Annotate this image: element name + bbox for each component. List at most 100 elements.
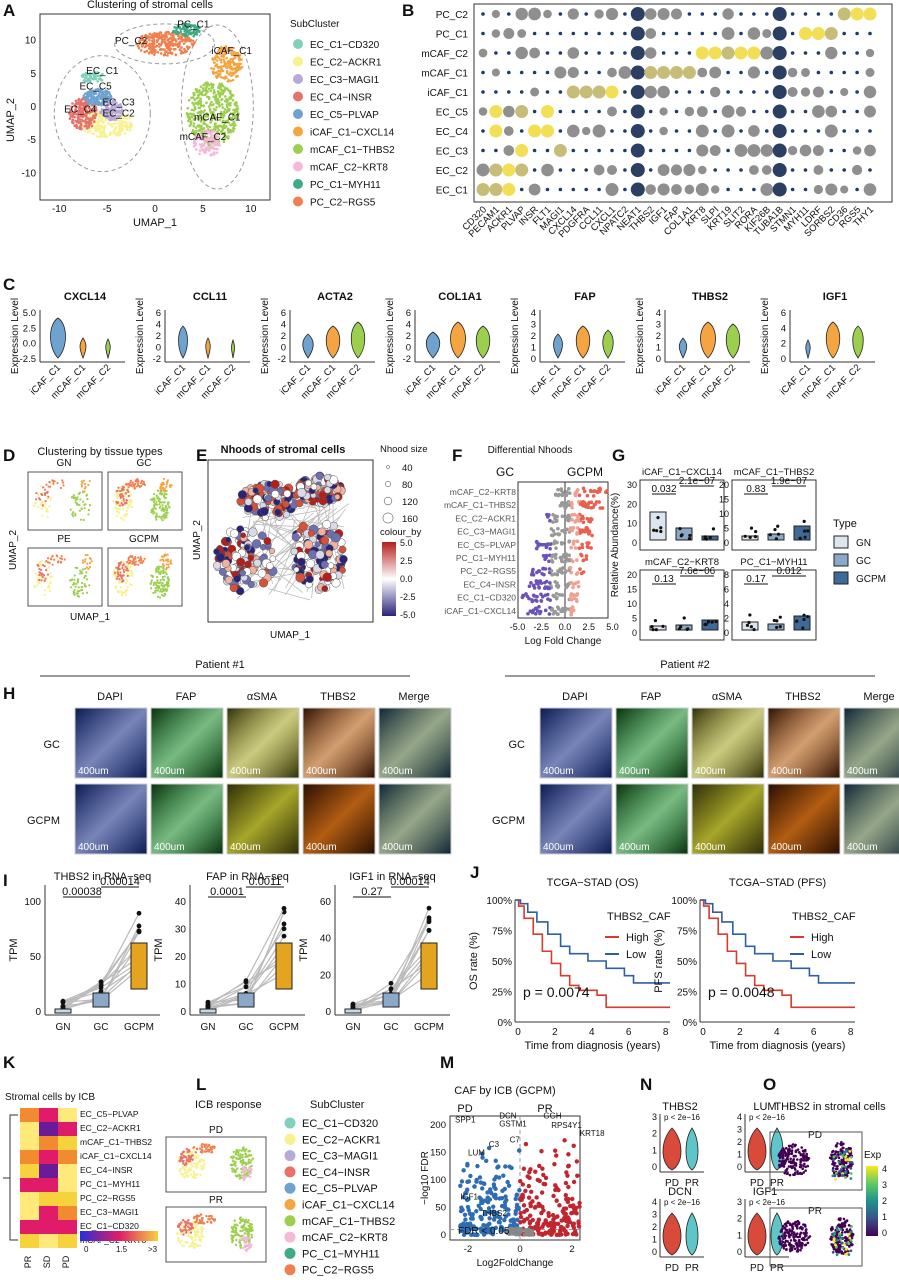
cell-point: [166, 585, 169, 588]
group-label: GC: [384, 1022, 399, 1033]
cell-point: [116, 492, 119, 495]
cell-point: [59, 557, 62, 560]
cell-point: [134, 563, 137, 566]
channel-title: αSMA: [712, 691, 743, 703]
axis-tick: 5: [200, 204, 206, 215]
nhood-point: [581, 486, 586, 491]
axis-label: Expression Level: [510, 298, 521, 374]
cell-point: [183, 29, 186, 33]
nhood-point: [568, 608, 573, 612]
cell-point: [180, 35, 183, 39]
cell-point: [76, 496, 79, 499]
dot: [610, 51, 614, 55]
cell-point: [162, 513, 166, 516]
cell-point: [209, 103, 213, 107]
nhood-point: [244, 498, 253, 506]
axis-label: OS rate (%): [468, 932, 480, 990]
cell-point: [124, 565, 127, 568]
cell-point: [197, 1154, 200, 1157]
cell-point: [179, 1155, 183, 1159]
panel-letter-b: B: [402, 1, 414, 20]
cell-point: [171, 30, 175, 34]
cell-point: [125, 579, 128, 582]
nhood-point: [537, 569, 542, 573]
channel-title: DAPI: [562, 691, 588, 703]
cell-point: [229, 65, 233, 68]
cell-point: [96, 112, 100, 116]
axis-label: PFS rate (%): [653, 929, 665, 993]
cell-point: [160, 484, 163, 487]
axis-tick: 0: [281, 343, 286, 354]
cell-point: [92, 77, 95, 81]
nhood-point: [569, 593, 573, 598]
cell-point: [216, 97, 220, 101]
cell-point: [86, 562, 89, 565]
violin: [350, 321, 366, 359]
cell-point: [122, 560, 125, 563]
cell-point: [181, 22, 185, 26]
cell-point: [152, 48, 156, 51]
cell-point: [118, 563, 121, 566]
cell-point: [52, 482, 55, 485]
colourbar-tick: >3: [148, 1245, 158, 1254]
heat-cell: [39, 1192, 58, 1206]
dot: [476, 163, 490, 177]
cell-point: [131, 560, 134, 563]
cell-point: [120, 493, 123, 496]
cell-point: [155, 571, 158, 574]
nhood-point: [543, 593, 548, 598]
cell-point: [209, 1146, 212, 1149]
dot: [840, 87, 849, 97]
cell-point: [120, 502, 123, 505]
cell-point: [205, 85, 209, 88]
nhood-point: [320, 560, 329, 569]
cell-point: [43, 579, 46, 582]
sample-point: [653, 618, 658, 623]
sample-point: [652, 528, 656, 532]
channel-title: THBS2: [320, 691, 355, 703]
cell-point: [148, 42, 152, 46]
axis-tick: 4: [281, 320, 286, 331]
cell-point: [198, 149, 202, 152]
dot: [855, 129, 859, 133]
violin: [805, 339, 811, 360]
axis-label: Time from diagnosis (years): [710, 1040, 846, 1052]
nhood-point: [291, 533, 300, 542]
sample-point: [60, 1003, 66, 1009]
cell-point: [206, 82, 210, 85]
cell-point: [178, 26, 182, 29]
dot: [610, 129, 614, 133]
group-label: GN: [346, 1022, 361, 1033]
nhood-point: [305, 479, 312, 487]
nhood-point: [251, 539, 262, 549]
dot: [840, 185, 849, 194]
nhood-point: [248, 527, 258, 537]
dot: [812, 145, 824, 156]
cell-point: [209, 146, 213, 150]
dot: [630, 143, 645, 158]
nhood-point: [531, 567, 535, 572]
row-label: EC_C1: [436, 186, 469, 197]
dot: [868, 168, 872, 172]
cell-point: [247, 1158, 251, 1161]
violin-title: FAP: [574, 291, 595, 303]
p-value: 0.27: [361, 886, 382, 898]
cell-point: [229, 57, 233, 61]
dot: [855, 109, 859, 114]
cell-point: [115, 496, 118, 499]
dot: [670, 66, 683, 79]
axis-tick: 2: [737, 1027, 743, 1038]
cell-point: [138, 40, 141, 43]
cell-point: [210, 100, 213, 104]
cell-point: [49, 498, 52, 502]
cell-point: [76, 592, 80, 595]
axis-tick: 10: [719, 509, 729, 519]
cell-point: [239, 66, 243, 69]
cell-point: [179, 52, 183, 55]
cell-point: [48, 505, 51, 508]
cell-point: [83, 487, 86, 490]
nhood-point: [580, 514, 585, 519]
dot: [813, 165, 824, 175]
axis-label: UMAP_2: [8, 530, 19, 570]
dot: [687, 129, 692, 133]
